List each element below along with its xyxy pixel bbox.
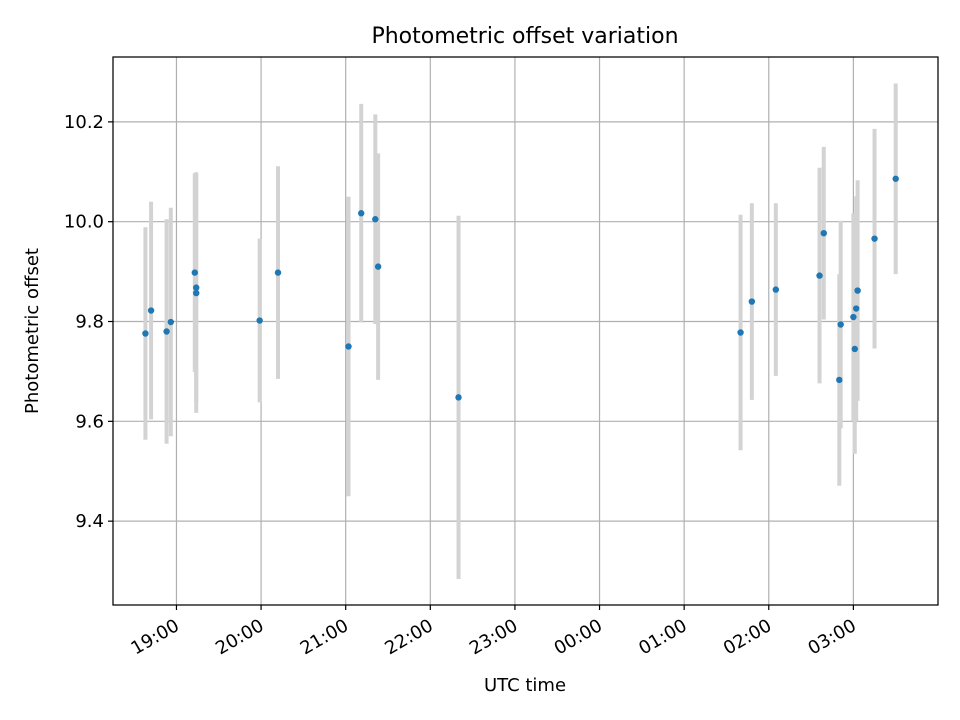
grid-lines — [113, 57, 938, 605]
data-point — [836, 376, 843, 384]
y-tick-label: 9.4 — [75, 511, 104, 532]
data-point — [163, 328, 170, 335]
x-axis-label: UTC time — [484, 675, 566, 696]
data-point — [191, 269, 198, 276]
data-point — [256, 317, 263, 324]
data-point — [748, 298, 756, 305]
data-point — [455, 394, 462, 401]
data-points — [142, 175, 899, 401]
data-point — [850, 313, 857, 321]
y-tick-label: 10.0 — [64, 212, 104, 233]
chart-title: Photometric offset variation — [371, 24, 678, 49]
data-point — [193, 284, 200, 291]
data-point — [358, 210, 365, 217]
data-point — [193, 289, 200, 297]
plot-frame — [112, 56, 939, 606]
data-point — [147, 307, 155, 314]
data-point — [274, 269, 282, 276]
data-point — [345, 343, 352, 350]
data-point — [772, 286, 780, 293]
data-point — [142, 330, 149, 337]
data-point — [372, 216, 379, 223]
data-point — [167, 318, 175, 326]
data-point — [837, 321, 844, 328]
y-tick-label: 9.8 — [75, 312, 104, 333]
data-point — [871, 235, 878, 242]
data-point — [853, 305, 860, 312]
data-point — [737, 329, 744, 336]
data-point — [851, 345, 858, 353]
y-axis-label: Photometric offset — [22, 248, 43, 414]
data-point — [816, 272, 823, 279]
y-tick-label: 10.2 — [64, 112, 104, 133]
data-point — [854, 287, 861, 294]
data-point — [820, 229, 827, 237]
data-point — [374, 263, 382, 270]
y-tick-label: 9.6 — [75, 411, 104, 432]
data-point — [892, 175, 899, 182]
y-axis-ticks: 9.4 9.6 9.8 10.0 10.2 — [64, 112, 113, 532]
